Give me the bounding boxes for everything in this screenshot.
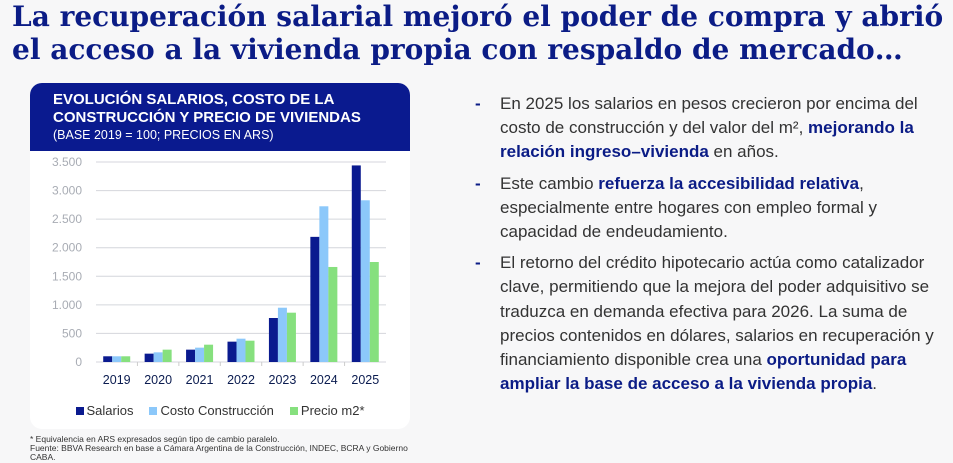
bar-costo-construcci-n-2020 <box>153 352 163 362</box>
bar-precio-m2--2024 <box>328 266 338 362</box>
source-note: Fuente: BBVA Research en base a Cámara A… <box>30 443 408 462</box>
bar-precio-m2--2019 <box>121 356 131 362</box>
bar-costo-construcci-n-2023 <box>277 307 287 362</box>
legend-item: Salarios <box>75 403 134 418</box>
bar-precio-m2--2020 <box>162 349 172 362</box>
bar-chart: 0 500 1.000 1.500 2.000 2.500 3.000 3.500 2019 20… <box>52 155 386 387</box>
bar-costo-construcci-n-2024 <box>319 206 329 362</box>
bar-costo-construcci-n-2025 <box>360 200 370 362</box>
y-tick-label: 0 <box>75 355 82 369</box>
bullet-bold: oportunidad para ampliar la base de acce… <box>500 350 907 394</box>
bar-costo-construcci-n-2019 <box>112 356 122 362</box>
legend-label: Precio m2* <box>300 403 365 418</box>
bullet-item: - En 2025 los salarios en pesos creciero… <box>475 92 945 165</box>
y-tick-label: 1.000 <box>52 298 82 312</box>
x-tick-label: 2025 <box>351 373 379 387</box>
x-tick-label: 2023 <box>269 373 297 387</box>
bar-salarios-2019 <box>103 356 113 362</box>
bullet-dash: - <box>475 253 481 273</box>
y-tick-label: 3.000 <box>52 184 82 198</box>
legend-item: Costo Construcción <box>149 403 274 418</box>
bar-precio-m2--2025 <box>369 262 379 362</box>
x-tick-label: 2020 <box>144 373 172 387</box>
chart-notes: * Equivalencia en ARS expresados según t… <box>30 435 420 462</box>
y-tick-label: 2.000 <box>52 241 82 255</box>
bullet-text: . <box>872 374 878 394</box>
legend-swatch <box>149 407 158 415</box>
bar-salarios-2024 <box>310 236 320 362</box>
bullet-dash: - <box>475 173 481 193</box>
y-tick-label: 500 <box>62 326 82 340</box>
footnote: * Equivalencia en ARS expresados según t… <box>30 434 280 444</box>
x-tick-label: 2024 <box>310 373 338 387</box>
bar-salarios-2023 <box>268 318 278 362</box>
bullet-text: En 2025 los salarios en pesos crecieron … <box>500 94 918 138</box>
bullet-text: Este cambio <box>500 173 599 193</box>
bullet-dash: - <box>475 94 481 113</box>
bar-salarios-2021 <box>186 349 196 362</box>
y-tick-label: 2.500 <box>52 212 82 226</box>
x-tick-label: 2021 <box>186 373 214 387</box>
bar-costo-construcci-n-2021 <box>195 347 205 362</box>
bullet-text: en años. <box>708 142 779 162</box>
bullet-bold: mejorando la relación ingreso–vivienda <box>500 118 914 162</box>
legend-label: Salarios <box>86 403 134 418</box>
legend-swatch <box>75 407 84 415</box>
bullet-bold: refuerza la accesibilidad relativa <box>598 173 860 193</box>
chart-subtitle: (BASE 2019 = 100; PRECIOS EN ARS) <box>53 128 274 142</box>
y-tick-label: 3.500 <box>52 155 82 169</box>
bullet-text: El retorno del crédito hipotecario actúa… <box>500 253 934 370</box>
bar-costo-construcci-n-2022 <box>236 338 246 362</box>
bullet-item: - El retorno del crédito hipotecario act… <box>475 251 945 396</box>
bullet-text: , especialmente entre hogares con empleo… <box>500 173 878 242</box>
chart-title: EVOLUCIÓN SALARIOS, COSTO DE LA CONSTRUC… <box>53 91 361 126</box>
bar-precio-m2--2023 <box>286 312 296 362</box>
x-tick-label: 2022 <box>227 373 255 387</box>
bar-salarios-2025 <box>351 165 361 362</box>
y-tick-label: 1.500 <box>52 269 82 283</box>
chart-header: EVOLUCIÓN SALARIOS, COSTO DE LA CONSTRUC… <box>30 83 410 151</box>
bar-precio-m2--2022 <box>245 340 255 362</box>
bullet-list: - En 2025 los salarios en pesos creciero… <box>475 92 945 403</box>
legend-swatch <box>289 407 298 415</box>
page-title: La recuperación salarial mejoró el poder… <box>12 0 944 66</box>
legend-item: Precio m2* <box>289 403 365 418</box>
bar-salarios-2022 <box>227 341 237 362</box>
chart-card: EVOLUCIÓN SALARIOS, COSTO DE LA CONSTRUC… <box>30 83 410 429</box>
x-tick-label: 2019 <box>103 373 131 387</box>
chart-legend: Salarios Costo Construcción Precio m2* <box>30 403 410 418</box>
legend-label: Costo Construcción <box>160 403 274 418</box>
bar-salarios-2020 <box>144 353 154 362</box>
bar-precio-m2--2021 <box>204 344 214 362</box>
bullet-item: - Este cambio refuerza la accesibilidad … <box>475 172 945 245</box>
